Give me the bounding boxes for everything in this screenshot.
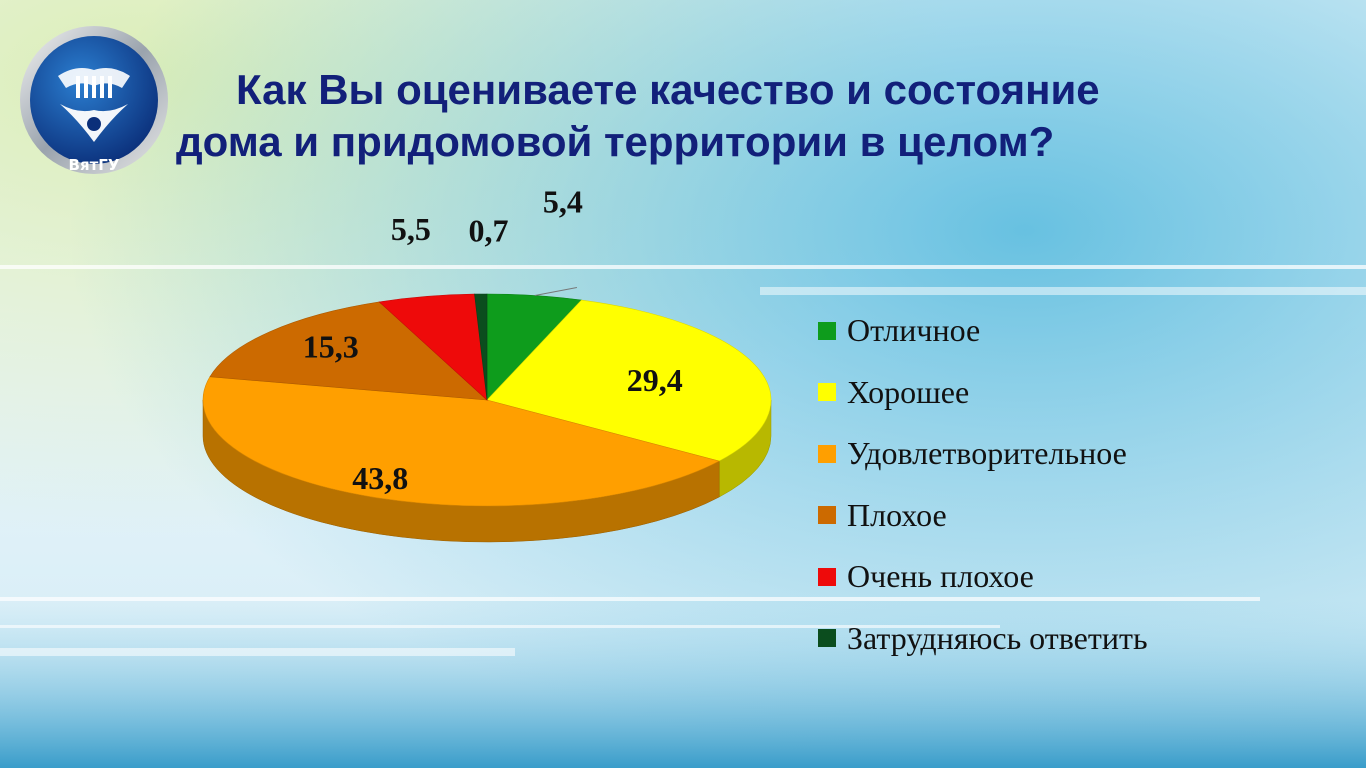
leader-line (534, 287, 577, 297)
legend-item-zatrudnyayus: Затрудняюсь ответить (818, 608, 1148, 670)
legend-label: Удовлетворительное (847, 435, 1127, 472)
logo-text: ВятГУ (68, 156, 120, 174)
data-label-zatrudnyayus: 0,7 (468, 212, 508, 248)
title-line-1: Как Вы оцениваете качество и состояние (236, 66, 1100, 113)
legend-swatch (818, 629, 836, 648)
legend-label: Плохое (847, 496, 947, 533)
legend-swatch (818, 567, 836, 586)
pie-slice-zatrudnyayus (474, 293, 488, 401)
legend-swatch (818, 321, 836, 340)
pie-slice-khoroshee (486, 299, 772, 462)
legend-label: Затрудняюсь ответить (847, 619, 1148, 656)
pie-slice-plokhoe (209, 301, 488, 401)
legend-label: Очень плохое (847, 558, 1034, 595)
data-label-plokhoe: 15,3 (303, 329, 359, 365)
legend-item-otlichnoe: Отличное (818, 300, 1148, 362)
legend-swatch (818, 506, 836, 525)
legend-item-khoroshee: Хорошее (818, 362, 1148, 424)
legend-item-plokhoe: Плохое (818, 485, 1148, 547)
data-label-otlichnoe: 5,4 (543, 183, 583, 219)
legend-label: Хорошее (847, 373, 970, 410)
data-label-ochen-plokhoe: 5,5 (391, 211, 431, 247)
university-logo: ВятГУ (18, 24, 170, 176)
data-label-khoroshee: 29,4 (627, 362, 683, 398)
legend-label: Отличное (847, 312, 981, 349)
legend-item-ochen-plokhoe: Очень плохое (818, 546, 1148, 608)
slide-title: Как Вы оцениваете качество и состояние д… (176, 64, 1276, 168)
data-label-udovletvoritelnoe: 43,8 (352, 460, 408, 496)
legend-swatch (818, 383, 836, 402)
legend-item-udovletvoritelnoe: Удовлетворительное (818, 423, 1148, 485)
pie-slice-udovletvoritelnoe (202, 376, 721, 507)
chart-legend: Отличное Хорошее Удовлетворительное Плох… (818, 300, 1148, 669)
title-line-2: дома и придомовой территории в целом? (176, 118, 1055, 165)
legend-swatch (818, 444, 836, 463)
